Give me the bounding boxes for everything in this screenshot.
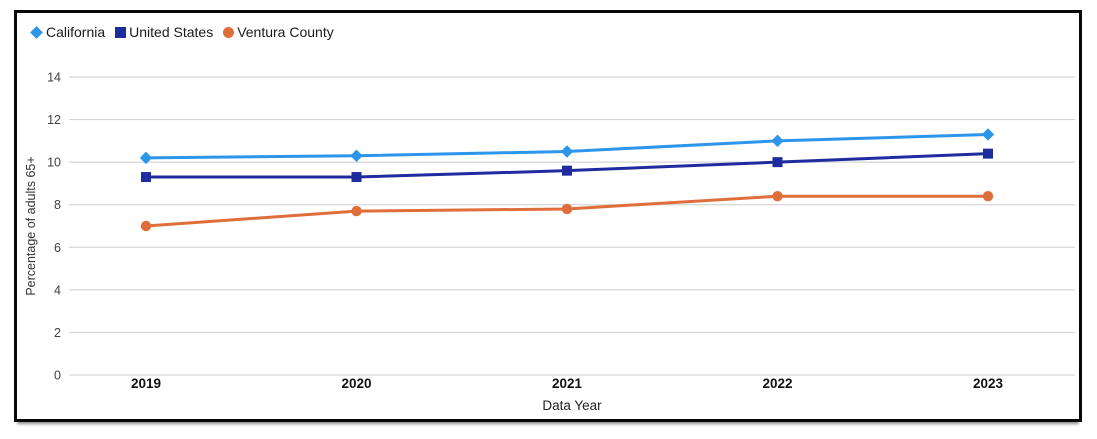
- data-point-california[interactable]: [139, 151, 153, 165]
- data-point-ventura-county[interactable]: [772, 191, 783, 202]
- data-point-ventura-county[interactable]: [982, 191, 994, 202]
- y-tick-label: 6: [54, 241, 61, 255]
- chart-legend: California United States Ventura County: [30, 24, 334, 40]
- data-point-united-states[interactable]: [351, 172, 362, 183]
- data-point-california[interactable]: [350, 149, 363, 162]
- y-tick-label: 2: [54, 326, 61, 340]
- diamond-icon: [30, 25, 43, 39]
- y-tick-label: 0: [54, 369, 61, 383]
- data-point-united-states[interactable]: [141, 172, 151, 183]
- line-chart: 0 2 4 6 8 10 12 14 Percentage of adults 65+ 2019 2…: [24, 71, 1075, 413]
- y-tick-label: 14: [47, 71, 61, 85]
- x-tick-label: 2020: [341, 376, 371, 391]
- circle-icon: [223, 26, 235, 38]
- legend-label: Ventura County: [237, 24, 334, 40]
- chart-card: California United States Ventura County …: [14, 10, 1082, 422]
- x-tick-label: 2021: [552, 376, 583, 391]
- x-tick-label: 2019: [131, 376, 161, 391]
- data-point-california[interactable]: [771, 134, 784, 148]
- data-point-ventura-county[interactable]: [140, 220, 152, 232]
- y-tick-label: 12: [47, 113, 61, 127]
- legend-item-california[interactable]: California: [30, 24, 105, 40]
- y-tick-label: 10: [47, 156, 61, 170]
- legend-item-united-states[interactable]: United States: [115, 24, 213, 40]
- square-icon: [115, 26, 127, 38]
- data-point-california[interactable]: [981, 128, 995, 141]
- data-point-ventura-county[interactable]: [351, 205, 362, 217]
- y-axis-title: Percentage of adults 65+: [24, 156, 38, 295]
- x-axis-title: Data Year: [542, 398, 602, 413]
- y-tick-label: 4: [54, 283, 61, 297]
- data-point-california[interactable]: [560, 145, 574, 158]
- data-point-ventura-county[interactable]: [561, 203, 573, 215]
- legend-label: California: [46, 24, 106, 40]
- data-point-united-states[interactable]: [562, 165, 572, 176]
- legend-item-ventura-county[interactable]: Ventura County: [223, 24, 334, 40]
- x-tick-label: 2023: [973, 376, 1004, 391]
- data-point-united-states[interactable]: [772, 157, 783, 168]
- data-point-united-states[interactable]: [983, 148, 993, 159]
- y-tick-label: 8: [54, 198, 61, 212]
- x-tick-label: 2022: [762, 376, 792, 391]
- legend-label: United States: [129, 24, 214, 40]
